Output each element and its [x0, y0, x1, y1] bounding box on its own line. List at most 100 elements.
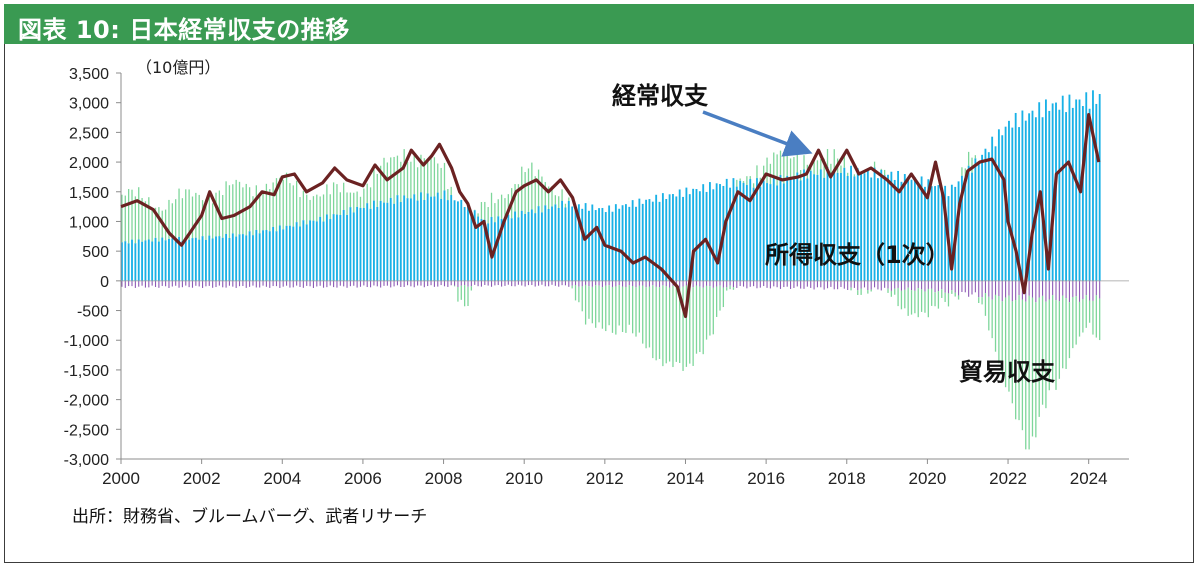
income-bar	[1075, 99, 1078, 281]
income-bar	[248, 231, 251, 281]
x-tick-label: 2004	[263, 469, 301, 488]
services-bar	[1095, 280, 1097, 296]
services-bar	[803, 280, 805, 289]
income-bar	[631, 200, 634, 281]
services-bar	[739, 280, 741, 287]
income-bar	[853, 176, 856, 281]
trade-bar	[494, 203, 496, 223]
trade-bar	[1015, 300, 1017, 420]
services-bar	[282, 280, 284, 287]
trade-bar	[615, 286, 617, 335]
trade-bar	[937, 291, 940, 309]
trade-bar	[201, 200, 204, 237]
services-bar	[245, 280, 247, 288]
services-bar	[588, 280, 590, 287]
income-bar	[443, 190, 446, 281]
services-bar	[890, 280, 892, 291]
trade-bar	[359, 196, 362, 208]
trade-bar	[749, 176, 751, 180]
trade-bar	[638, 285, 641, 333]
services-bar	[897, 280, 899, 288]
trade-bar	[544, 182, 546, 206]
services-bar	[460, 280, 462, 286]
trade-bar	[319, 196, 321, 217]
trade-bar	[843, 156, 845, 168]
trade-bar	[517, 184, 520, 218]
trade-bar	[1051, 295, 1054, 383]
trade-bar	[1048, 299, 1050, 391]
services-bar	[154, 280, 157, 287]
services-bar	[994, 280, 997, 295]
income-bar	[577, 204, 580, 281]
income-bar	[920, 176, 923, 281]
income-bar	[295, 222, 298, 281]
income-bar	[1045, 99, 1047, 281]
services-bar	[406, 280, 409, 286]
services-bar	[642, 280, 644, 286]
trade-bar	[248, 187, 251, 232]
trade-bar	[551, 186, 553, 207]
income-bar	[389, 197, 392, 281]
trade-bar	[386, 162, 389, 203]
services-bar	[726, 280, 728, 288]
income-bar	[534, 213, 537, 281]
services-bar	[370, 280, 372, 288]
trade-bar	[857, 290, 859, 296]
trade-bar	[773, 152, 775, 178]
income-bar	[393, 203, 396, 281]
trade-bar	[830, 163, 832, 177]
income-bar	[225, 233, 228, 281]
income-bar	[850, 165, 852, 281]
income-bar	[252, 235, 254, 281]
income-bar	[541, 212, 543, 281]
y-tick-label: 0	[100, 274, 109, 291]
trade-bar	[554, 195, 557, 205]
services-bar	[712, 280, 714, 288]
income-bar	[1065, 112, 1068, 281]
income-bar	[1085, 92, 1088, 281]
trade-bar	[665, 286, 667, 364]
trade-bar	[292, 185, 294, 227]
trade-bar	[631, 285, 634, 334]
services-bar	[178, 280, 180, 288]
services-bar	[1062, 280, 1064, 296]
income-bar	[668, 194, 671, 281]
income-bar	[776, 185, 779, 281]
trade-bar	[151, 209, 153, 242]
income-bar	[309, 220, 312, 281]
services-bar	[383, 280, 385, 286]
services-bar	[988, 280, 990, 297]
services-bar	[1085, 280, 1087, 296]
y-tick-label: -2,500	[64, 422, 109, 439]
services-bar	[440, 280, 442, 286]
services-bar	[262, 280, 264, 286]
trade-bar	[1055, 300, 1057, 390]
services-bar	[984, 280, 986, 294]
trade-bar	[584, 284, 587, 325]
trade-bar	[1058, 301, 1061, 379]
income-bar	[940, 192, 943, 281]
income-bar	[793, 178, 795, 281]
services-bar	[907, 280, 909, 288]
trade-bar	[900, 290, 903, 310]
income-bar	[409, 198, 412, 281]
x-tick-label: 2008	[425, 469, 463, 488]
income-bar	[715, 183, 718, 281]
income-bar	[819, 169, 822, 281]
income-bar	[655, 194, 658, 281]
services-bar	[578, 280, 580, 287]
income-bar	[816, 174, 819, 281]
services-bar	[322, 280, 325, 288]
services-bar	[766, 280, 768, 288]
income-bar	[1001, 135, 1004, 281]
income-bar	[688, 194, 691, 281]
services-bar	[168, 280, 170, 288]
trade-bar	[595, 285, 597, 328]
income-bar	[161, 237, 164, 281]
services-bar	[124, 280, 126, 288]
services-bar	[874, 280, 876, 288]
income-bar	[756, 178, 758, 281]
trade-bar	[235, 179, 237, 237]
income-bar	[709, 182, 711, 281]
trade-bar	[739, 178, 741, 181]
